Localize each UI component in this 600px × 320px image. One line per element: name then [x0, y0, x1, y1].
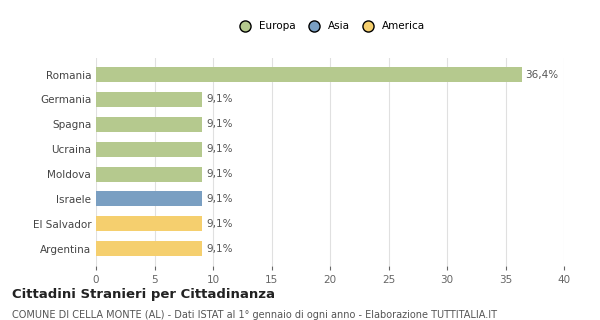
Text: 9,1%: 9,1% — [206, 94, 232, 104]
Text: 9,1%: 9,1% — [206, 119, 232, 129]
Text: COMUNE DI CELLA MONTE (AL) - Dati ISTAT al 1° gennaio di ogni anno - Elaborazion: COMUNE DI CELLA MONTE (AL) - Dati ISTAT … — [12, 310, 497, 320]
Bar — [96, 92, 202, 107]
Text: 9,1%: 9,1% — [206, 144, 232, 154]
Text: 9,1%: 9,1% — [206, 244, 232, 254]
Text: 9,1%: 9,1% — [206, 194, 232, 204]
Bar — [96, 167, 202, 181]
Text: Cittadini Stranieri per Cittadinanza: Cittadini Stranieri per Cittadinanza — [12, 288, 275, 301]
Text: 9,1%: 9,1% — [206, 219, 232, 229]
Legend: Europa, Asia, America: Europa, Asia, America — [230, 17, 430, 36]
Bar — [96, 216, 202, 231]
Text: 9,1%: 9,1% — [206, 169, 232, 179]
Bar — [96, 191, 202, 206]
Bar — [96, 67, 522, 82]
Bar — [96, 241, 202, 256]
Bar — [96, 142, 202, 156]
Bar — [96, 117, 202, 132]
Text: 36,4%: 36,4% — [526, 69, 559, 79]
